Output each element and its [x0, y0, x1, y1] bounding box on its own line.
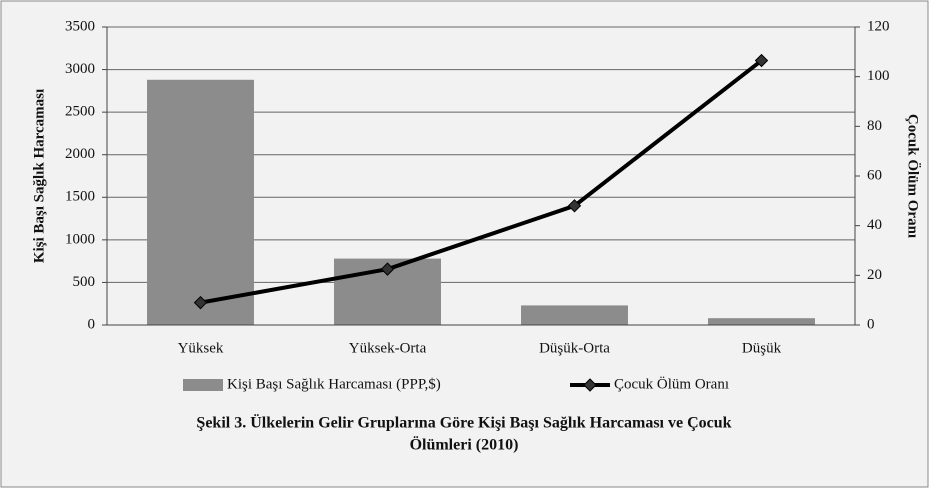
- y-tick-label: 0: [88, 316, 96, 332]
- x-tick-label: Yüksek: [178, 340, 224, 356]
- line-marker: [193, 295, 208, 310]
- bar: [147, 79, 254, 325]
- y2-tick-label: 40: [867, 217, 882, 233]
- y-axis-label: Kişi Başı Sağlık Harcaması: [31, 89, 47, 263]
- y-tick-label: 2500: [65, 104, 95, 120]
- y-tick-label: 1500: [65, 189, 95, 205]
- line-marker: [754, 53, 769, 68]
- y-tick-label: 3500: [65, 18, 95, 34]
- y2-axis-label: Çocuk Ölüm Oranı: [905, 114, 922, 238]
- x-tick-label: Düşük-Orta: [539, 340, 610, 356]
- y-tick-label: 1000: [65, 231, 95, 247]
- x-tick-label: Yüksek-Orta: [349, 340, 427, 356]
- chart-title: Şekil 3. Ülkelerin Gelir Gruplarına Göre…: [196, 414, 731, 432]
- line: [200, 58, 763, 305]
- y-tick-label: 2000: [65, 146, 95, 162]
- line-marker: [380, 262, 395, 276]
- y2-tick-label: 60: [867, 167, 882, 183]
- bar: [521, 305, 628, 325]
- y-tick-label: 3000: [65, 61, 95, 77]
- legend-marker: [583, 378, 597, 392]
- y2-tick-label: 120: [867, 18, 890, 34]
- y2-tick-label: 100: [867, 68, 890, 84]
- y-tick-label: 500: [73, 274, 96, 290]
- legend-swatch: [183, 379, 223, 391]
- legend-label: Çocuk Ölüm Oranı: [614, 375, 729, 392]
- y2-tick-label: 0: [867, 316, 875, 332]
- line-marker: [567, 199, 582, 213]
- x-tick-label: Düşük: [742, 340, 782, 356]
- y2-tick-label: 20: [867, 267, 882, 283]
- y2-tick-label: 80: [867, 118, 882, 134]
- chart-title: Ölümleri (2010): [410, 436, 519, 454]
- legend-label: Kişi Başı Sağlık Harcaması (PPP,$): [227, 376, 441, 392]
- bar: [708, 318, 815, 325]
